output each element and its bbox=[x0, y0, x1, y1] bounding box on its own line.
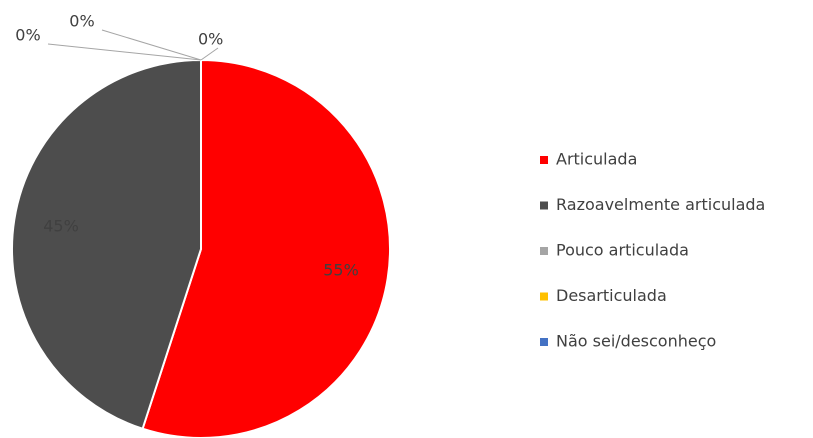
data-label: 0% bbox=[15, 26, 40, 45]
leader-line bbox=[200, 47, 219, 61]
data-label: 45% bbox=[43, 216, 79, 235]
legend-label: Articulada bbox=[556, 150, 637, 169]
pie-slice bbox=[141, 58, 391, 438]
pie-slice bbox=[11, 58, 202, 431]
legend-swatch bbox=[540, 247, 548, 255]
legend-label: Não sei/desconheço bbox=[556, 332, 716, 351]
legend-swatch bbox=[540, 338, 548, 346]
data-label: 55% bbox=[323, 261, 359, 280]
legend-label: Desarticulada bbox=[556, 286, 667, 305]
leader-line bbox=[101, 29, 202, 61]
legend-swatch bbox=[540, 156, 548, 164]
data-label: 0% bbox=[69, 12, 94, 31]
data-label: 0% bbox=[198, 30, 223, 49]
legend-label: Pouco articulada bbox=[556, 241, 689, 260]
legend-label: Razoavelmente articulada bbox=[556, 195, 765, 214]
leader-line bbox=[47, 43, 202, 61]
legend-swatch bbox=[540, 201, 548, 210]
legend-swatch bbox=[540, 292, 548, 301]
